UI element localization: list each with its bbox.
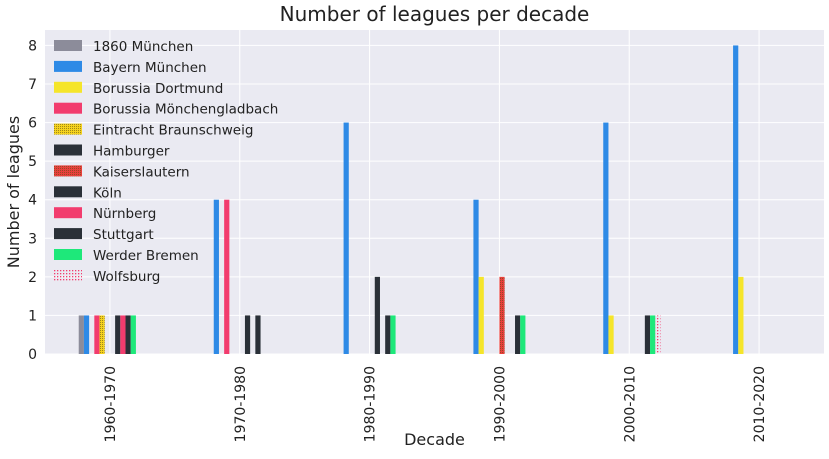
legend-label: Bayern München — [93, 60, 207, 76]
y-tick-label: 5 — [28, 154, 37, 170]
y-tick-label: 7 — [28, 77, 37, 93]
legend-item: Wolfsburg — [54, 269, 160, 285]
grid-lines — [45, 30, 824, 355]
bar — [473, 199, 479, 354]
legend-item: Stuttgart — [54, 227, 154, 243]
bar — [608, 315, 614, 354]
legend-swatch — [54, 123, 82, 135]
bar — [94, 315, 100, 354]
bar — [385, 315, 391, 354]
bar — [130, 315, 136, 354]
bar — [520, 315, 526, 354]
legend-swatch — [54, 165, 82, 177]
bar — [374, 276, 380, 354]
bar — [515, 315, 521, 354]
x-axis-ticks: 1960-1970 1970-1980 1980-1990 1990-2000 2000… — [103, 366, 768, 442]
legend-swatch — [54, 249, 82, 260]
bar — [733, 45, 739, 355]
y-tick-label: 1 — [28, 308, 37, 324]
legend-swatch — [54, 269, 82, 281]
y-axis-label: Number of leagues — [4, 116, 23, 268]
legend-item: Eintracht Braunschweig — [54, 123, 253, 139]
y-tick-label: 3 — [28, 231, 37, 247]
x-axis-label: Decade — [404, 430, 465, 449]
y-tick-label: 6 — [28, 116, 37, 132]
legend-label: Kaiserslautern — [93, 164, 190, 180]
y-tick-label: 4 — [28, 193, 37, 209]
legend-swatch — [54, 40, 82, 51]
x-tick-label: 1970-1980 — [233, 366, 249, 442]
legend-swatch — [54, 207, 82, 219]
legend-swatch — [54, 228, 82, 240]
bar — [255, 315, 261, 354]
legend-swatch — [54, 102, 82, 114]
legend-label: Werder Bremen — [93, 248, 199, 264]
bar — [644, 315, 651, 354]
legend-item: Köln — [54, 185, 122, 201]
legend-swatch — [54, 186, 82, 198]
bar — [115, 315, 121, 354]
legend-label: 1860 München — [93, 39, 193, 55]
legend-label: Eintracht Braunschweig — [93, 123, 253, 139]
x-tick-label: 1980-1990 — [363, 366, 379, 442]
legend-item: Nürnberg — [54, 206, 156, 222]
bar — [499, 276, 505, 354]
bar — [390, 315, 396, 354]
legend-swatch — [54, 81, 82, 93]
bar — [738, 276, 744, 354]
legend-label: Stuttgart — [93, 227, 154, 243]
y-tick-label: 8 — [28, 38, 37, 54]
chart-title: Number of leagues per decade — [280, 2, 590, 26]
x-tick-label: 2010-2020 — [752, 366, 768, 442]
bar — [478, 276, 484, 354]
legend-item: 1860 München — [54, 39, 193, 55]
y-tick-label: 0 — [28, 347, 37, 363]
legend-swatch — [54, 60, 82, 72]
bar — [83, 315, 90, 354]
bar — [120, 315, 126, 354]
legend-item: Kaiserslautern — [54, 164, 190, 180]
y-tick-label: 2 — [28, 270, 37, 286]
x-tick-label: 1960-1970 — [103, 366, 119, 442]
legend-label: Borussia Mönchengladbach — [93, 102, 278, 118]
legend-item: Werder Bremen — [54, 248, 199, 264]
bar — [78, 315, 84, 354]
bar — [224, 199, 230, 354]
bar — [99, 315, 105, 354]
x-tick-label: 2000-2010 — [622, 366, 638, 442]
x-tick-label: 1990-2000 — [492, 366, 508, 442]
bar — [343, 122, 349, 354]
legend-label: Wolfsburg — [93, 269, 160, 285]
legend-item: Hamburger — [54, 144, 170, 160]
bar — [603, 122, 609, 354]
legend-item: Borussia Dortmund — [54, 81, 223, 97]
plot-area-background — [45, 30, 824, 354]
bar — [125, 315, 131, 354]
bar — [244, 315, 251, 354]
bar — [655, 315, 661, 354]
legend-item: Borussia Mönchengladbach — [54, 102, 278, 118]
bar — [650, 315, 656, 354]
bars — [78, 45, 744, 355]
y-axis-ticks: 0 1 2 3 4 5 6 7 8 — [28, 38, 37, 363]
legend-swatch — [54, 144, 82, 156]
bar — [213, 199, 219, 354]
legend-label: Hamburger — [93, 144, 170, 160]
legend-label: Köln — [93, 185, 122, 201]
legend-item: Bayern München — [54, 60, 207, 76]
legend: 1860 München Bayern München Borussia Dortm… — [54, 39, 278, 285]
legend-label: Borussia Dortmund — [93, 81, 223, 97]
legend-label: Nürnberg — [93, 206, 156, 222]
